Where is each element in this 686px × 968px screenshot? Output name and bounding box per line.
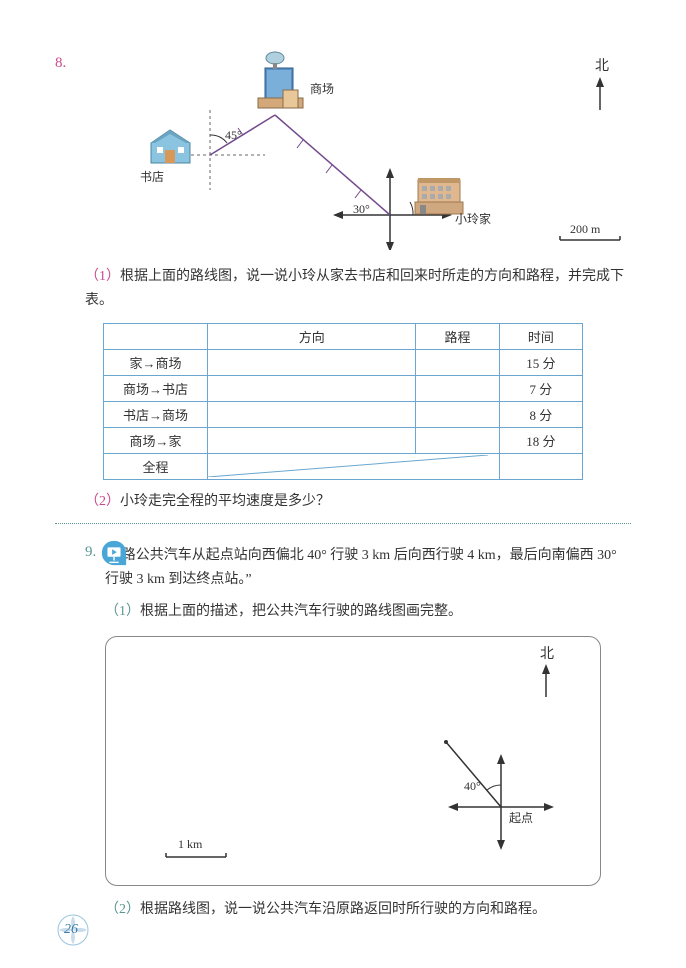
q9-part1: （1）根据上面的描述，把公共汽车行驶的路线图画完整。	[105, 600, 631, 624]
table-row: 全程	[104, 453, 583, 479]
q8-part2-text: 小玲走完全程的平均速度是多少？	[120, 494, 330, 509]
q9-number: 9.	[85, 544, 96, 561]
home-label: 小玲家	[455, 210, 491, 227]
angle40-label: 40°	[464, 779, 481, 794]
page-number: 26	[64, 922, 78, 938]
scale-label-q8: 200 m	[570, 222, 600, 237]
q9-part1-prefix: （1）	[105, 604, 140, 619]
north-label-q8: 北	[595, 55, 609, 75]
q8-part1-text: 根据上面的路线图，说一说小玲从家去书店和回来时所走的方向和路程，并完成下表。	[85, 269, 624, 308]
th-time: 时间	[499, 323, 582, 349]
table-row: 商场→家18 分	[104, 427, 583, 453]
q9-diagram: 北 起点 40° 1 km	[105, 636, 601, 886]
q9-part1-text: 根据上面的描述，把公共汽车行驶的路线图画完整。	[140, 604, 462, 619]
problem-8: 8.	[55, 50, 631, 513]
th-direction: 方向	[208, 323, 416, 349]
section-divider	[55, 523, 631, 524]
mall-label: 商场	[310, 80, 334, 97]
start-label: 起点	[509, 809, 533, 826]
q9-part2-prefix: （2）	[105, 902, 140, 917]
th-distance: 路程	[416, 323, 499, 349]
q8-part2: （2）小玲走完全程的平均速度是多少？	[85, 490, 631, 514]
bookstore-icon	[143, 125, 198, 170]
bookstore-label: 书店	[140, 168, 164, 185]
mall-icon	[253, 50, 308, 115]
table-row: 商场→书店7 分	[104, 375, 583, 401]
q8-part1-prefix: （1）	[85, 269, 120, 284]
q8-part2-prefix: （2）	[85, 494, 120, 509]
scale-label-q9: 1 km	[178, 837, 202, 852]
q9-part2: （2）根据路线图，说一说公共汽车沿原路返回时所行驶的方向和路程。	[105, 898, 631, 922]
table-row: 书店→商场8 分	[104, 401, 583, 427]
presentation-icon	[100, 539, 128, 567]
problem-9: 9. “1 路公共汽车从起点站向西偏北 40° 行驶 3 km 后向西行驶 4 …	[55, 544, 631, 921]
q9-part2-text: 根据路线图，说一说公共汽车沿原路返回时所行驶的方向和路程。	[140, 902, 546, 917]
q9-intro: “1 路公共汽车从起点站向西偏北 40° 行驶 3 km 后向西行驶 4 km，…	[105, 544, 631, 592]
angle45-label: 45°	[225, 128, 242, 143]
q8-table: 方向 路程 时间 家→商场15 分 商场→书店7 分 书店→商场8 分 商场→家…	[103, 323, 583, 480]
angle30-label: 30°	[353, 202, 370, 217]
q8-diagram: 商场 书店 小玲家 45° 30° 北 200 m	[55, 50, 631, 250]
north-label-q9: 北	[540, 643, 554, 663]
table-row: 家→商场15 分	[104, 349, 583, 375]
q8-part1: （1）根据上面的路线图，说一说小玲从家去书店和回来时所走的方向和路程，并完成下表…	[85, 265, 631, 313]
